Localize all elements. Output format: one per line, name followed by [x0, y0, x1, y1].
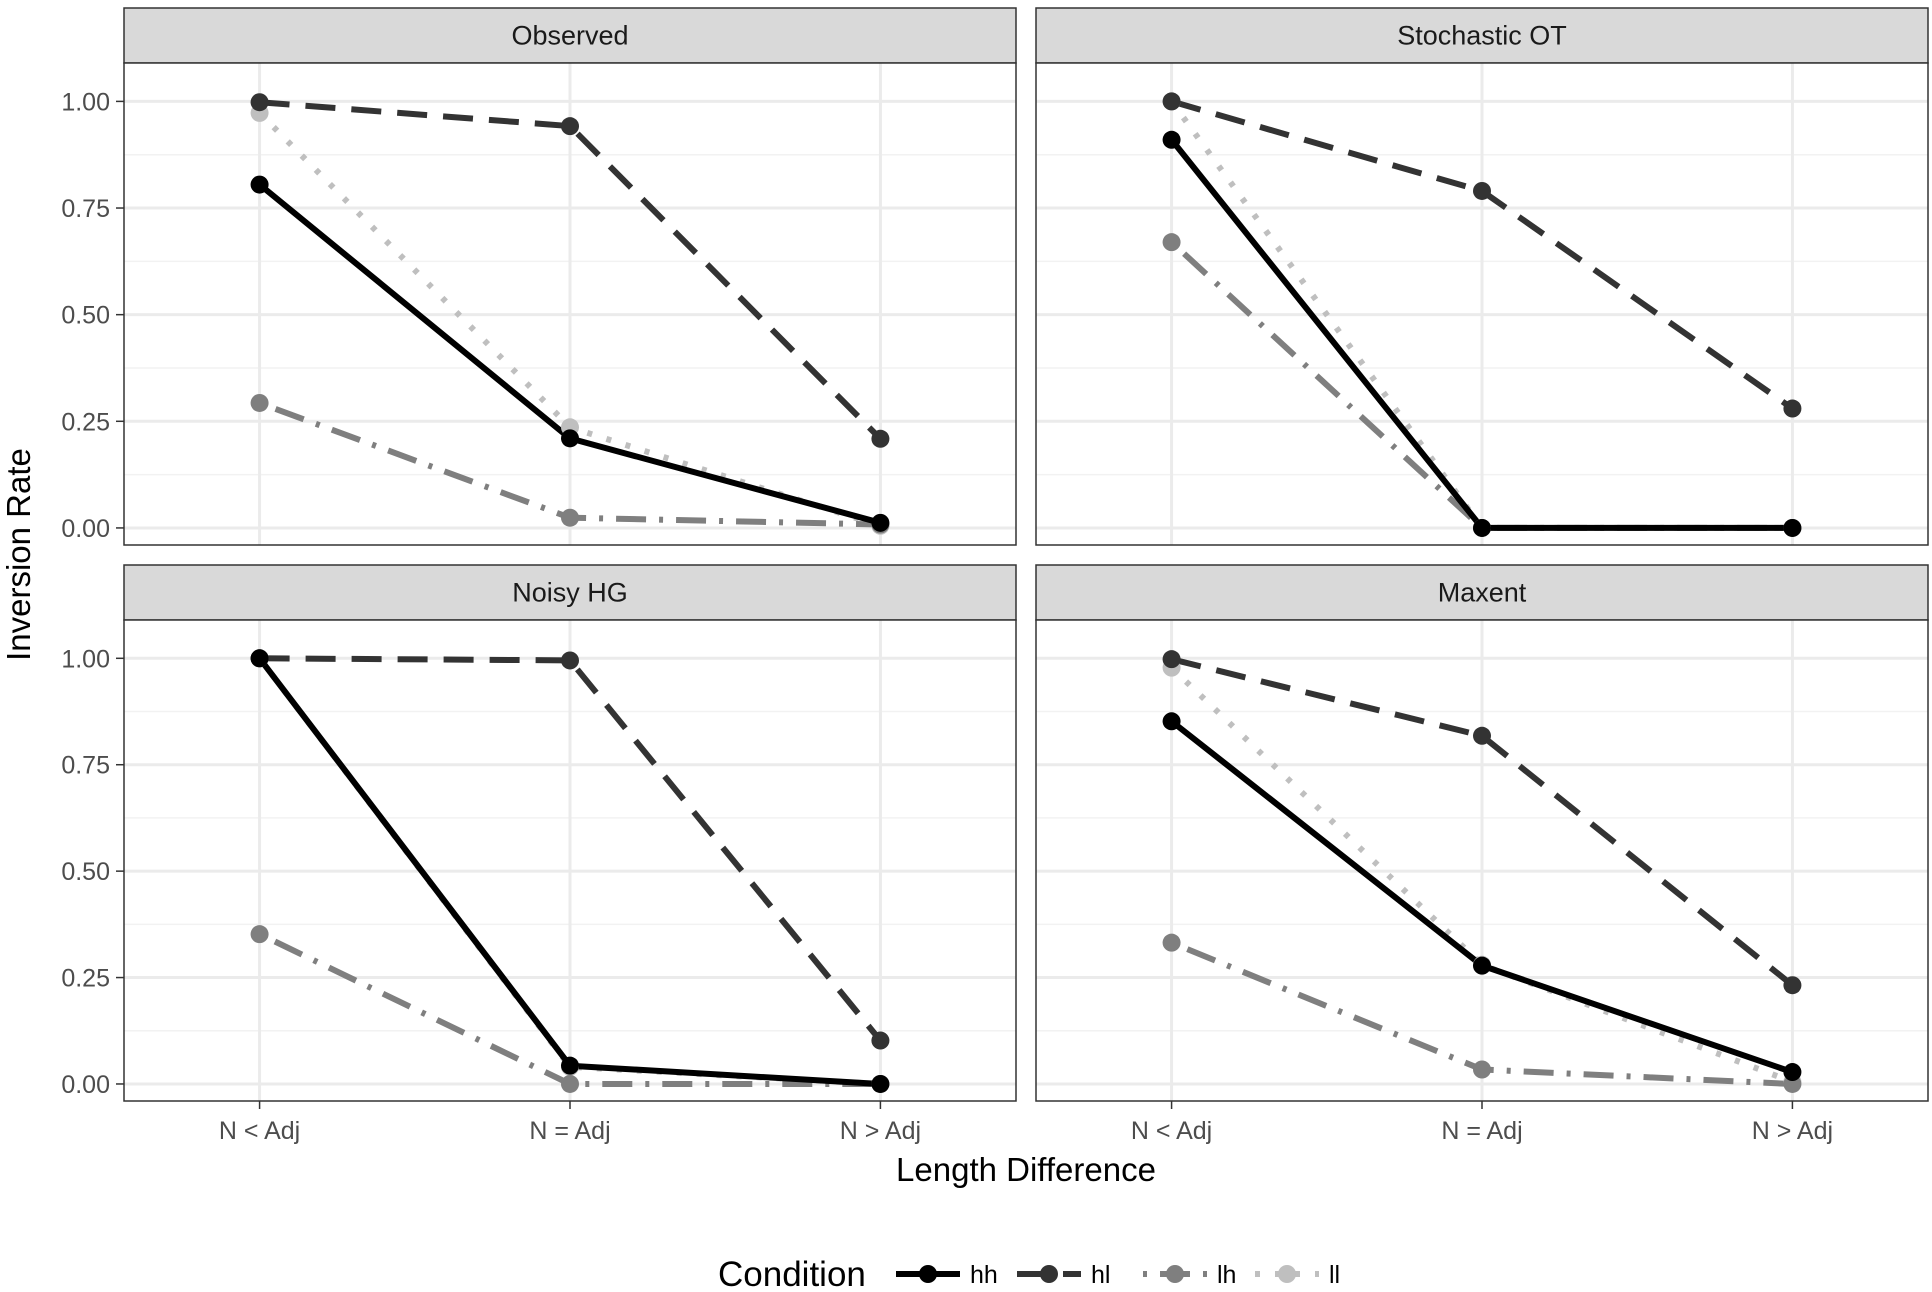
axis-layer: Length Difference Inversion Rate — [0, 448, 1156, 1188]
legend: Condition hh hl lh ll — [718, 1255, 1340, 1292]
legend-item-lh: lh — [1143, 1261, 1236, 1289]
data-point-hl — [1783, 976, 1802, 995]
data-point-hh — [561, 429, 579, 448]
facet-title: Noisy HG — [512, 578, 628, 608]
data-point-hh — [250, 649, 269, 668]
panels-layer: Observed 0.00 0.25 0.50 0.75 1.00 Stochastic O… — [61, 7, 1929, 1145]
data-point-lh — [1162, 233, 1181, 252]
data-point-hh — [561, 1056, 579, 1075]
data-point-lh — [1162, 933, 1181, 952]
y-tick-label: 0.75 — [61, 752, 110, 780]
data-point-hh — [1162, 712, 1181, 731]
panel-maxent: Maxent N < Adj N = Adj N > Adj — [1035, 564, 1929, 1145]
x-tick-label: N = Adj — [529, 1117, 610, 1145]
data-point-hh — [1783, 1063, 1802, 1082]
legend-item-hl: hl — [1017, 1261, 1110, 1289]
panel-observed: Observed 0.00 0.25 0.50 0.75 1.00 — [61, 7, 1017, 546]
data-point-hl — [1162, 650, 1181, 669]
series-line-ll — [1169, 665, 1794, 1085]
data-point-lh — [561, 508, 579, 527]
facet-strip — [1035, 564, 1929, 621]
legend-item-hh: hh — [896, 1261, 998, 1289]
series-line-hl — [259, 655, 883, 1043]
data-point-hh — [1162, 130, 1181, 149]
data-point-hl — [561, 117, 579, 136]
x-tick-label: N < Adj — [219, 1117, 300, 1145]
panel-stochastic-ot: Stochastic OT — [1035, 7, 1929, 546]
facet-title: Maxent — [1438, 578, 1527, 608]
data-point-lh — [250, 393, 269, 412]
panel-noisy-hg: Noisy HG 0.00 0.25 0.50 0.75 1.00 N < Adj N = A… — [61, 564, 1017, 1145]
x-tick-label: N = Adj — [1441, 1117, 1522, 1145]
facet-title: Observed — [511, 21, 628, 51]
y-tick-label: 0.25 — [61, 965, 110, 993]
facet-title: Stochastic OT — [1397, 21, 1567, 51]
data-point-hl — [1783, 399, 1802, 418]
data-point-hh — [1783, 518, 1802, 537]
data-point-hl — [1473, 726, 1491, 745]
data-point-hl — [561, 651, 579, 670]
y-tick-label: 0.00 — [61, 1071, 110, 1099]
data-point-lh — [561, 1074, 579, 1093]
legend-label: hl — [1091, 1261, 1110, 1289]
legend-label: hh — [970, 1261, 998, 1289]
y-tick-label: 0.50 — [61, 858, 110, 886]
facet-strip — [123, 7, 1017, 64]
data-point-lh — [250, 925, 269, 944]
data-point-lh — [1473, 1060, 1491, 1079]
legend-key-point — [1040, 1265, 1058, 1283]
legend-label: ll — [1329, 1261, 1340, 1289]
data-point-hl — [1162, 92, 1181, 111]
data-point-hh — [250, 175, 269, 194]
y-axis-title: Inversion Rate — [0, 448, 37, 661]
y-tick-label: 1.00 — [61, 645, 110, 673]
panel-border — [1035, 62, 1929, 546]
legend-key-point — [1166, 1265, 1184, 1283]
legend-key-point — [919, 1265, 937, 1283]
x-tick-label: N > Adj — [840, 1117, 921, 1145]
panel-border — [123, 62, 1017, 546]
series-line-hl — [259, 99, 883, 441]
x-tick-label: N > Adj — [1752, 1117, 1833, 1145]
y-tick-label: 0.00 — [61, 515, 110, 543]
legend-label: lh — [1217, 1261, 1236, 1289]
series-line-hl — [1170, 656, 1795, 988]
data-point-hl — [871, 429, 890, 448]
legend-title: Condition — [718, 1255, 866, 1292]
data-point-hl — [1473, 181, 1491, 200]
facet-strip — [123, 564, 1017, 621]
legend-item-ll: ll — [1255, 1261, 1340, 1289]
data-point-hl — [250, 93, 269, 112]
data-point-hl — [871, 1031, 890, 1050]
y-tick-label: 0.75 — [61, 195, 110, 223]
data-point-hh — [871, 513, 890, 532]
y-tick-label: 0.25 — [61, 408, 110, 436]
x-axis-title: Length Difference — [896, 1151, 1156, 1188]
legend-key-point — [1278, 1265, 1296, 1283]
data-point-hh — [1473, 518, 1491, 537]
data-point-hh — [1473, 956, 1491, 975]
data-point-hh — [871, 1074, 890, 1093]
y-tick-label: 0.50 — [61, 302, 110, 330]
x-tick-label: N < Adj — [1131, 1117, 1212, 1145]
y-tick-label: 1.00 — [61, 88, 110, 116]
